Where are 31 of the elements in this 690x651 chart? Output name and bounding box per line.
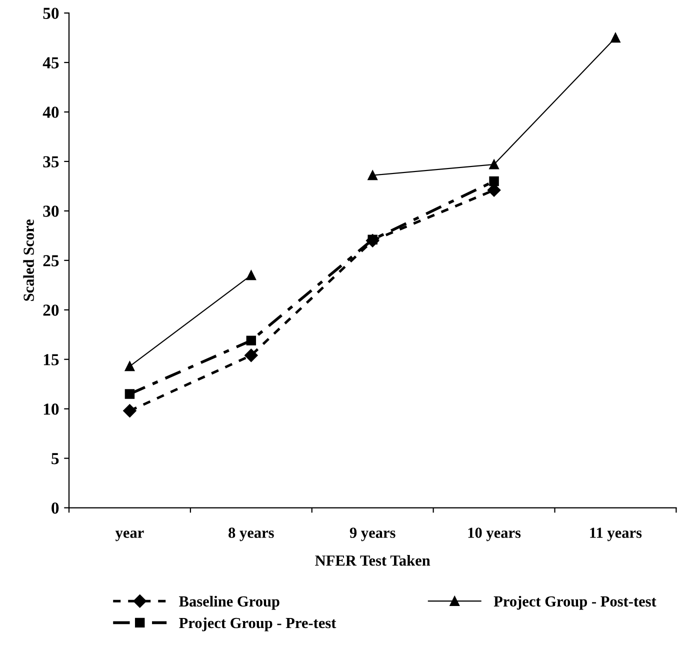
- y-axis-title: Scaled Score: [23, 220, 34, 301]
- x-tick-label: 9 years: [350, 528, 396, 542]
- x-tick-label: 11 years: [590, 528, 642, 542]
- y-tick-label: 20: [43, 304, 59, 316]
- y-tick-label: 0: [52, 502, 59, 514]
- y-tick-label: 10: [44, 404, 59, 415]
- x-tick-label: 10 years: [468, 528, 521, 542]
- point: [246, 270, 256, 280]
- y-tick-label: 35: [43, 156, 59, 168]
- y-tick-label: 15: [44, 354, 59, 366]
- point: [610, 32, 620, 43]
- legend-label: Project Group - Pre-test: [179, 617, 336, 632]
- point: [489, 160, 499, 170]
- x-axis-title: NFER Test Taken: [315, 554, 430, 566]
- y-tick-label: 30: [43, 206, 59, 217]
- x-tick-label: year: [115, 530, 144, 542]
- legend-label: Project Group - Post-test: [494, 596, 656, 610]
- y-tick-label: 50: [43, 8, 59, 19]
- y-tick-label: 25: [43, 255, 59, 266]
- point: [368, 170, 378, 180]
- point: [246, 336, 256, 346]
- point: [124, 361, 135, 372]
- point: [244, 348, 258, 362]
- y-tick-label: 40: [42, 106, 59, 118]
- point: [123, 404, 136, 418]
- point: [489, 176, 499, 186]
- y-tick-label: 45: [42, 57, 59, 68]
- point: [124, 389, 135, 399]
- x-tick-label: 8 years: [228, 528, 274, 542]
- legend-label: Baseline Group: [179, 596, 280, 610]
- y-tick-label: 5: [52, 453, 59, 464]
